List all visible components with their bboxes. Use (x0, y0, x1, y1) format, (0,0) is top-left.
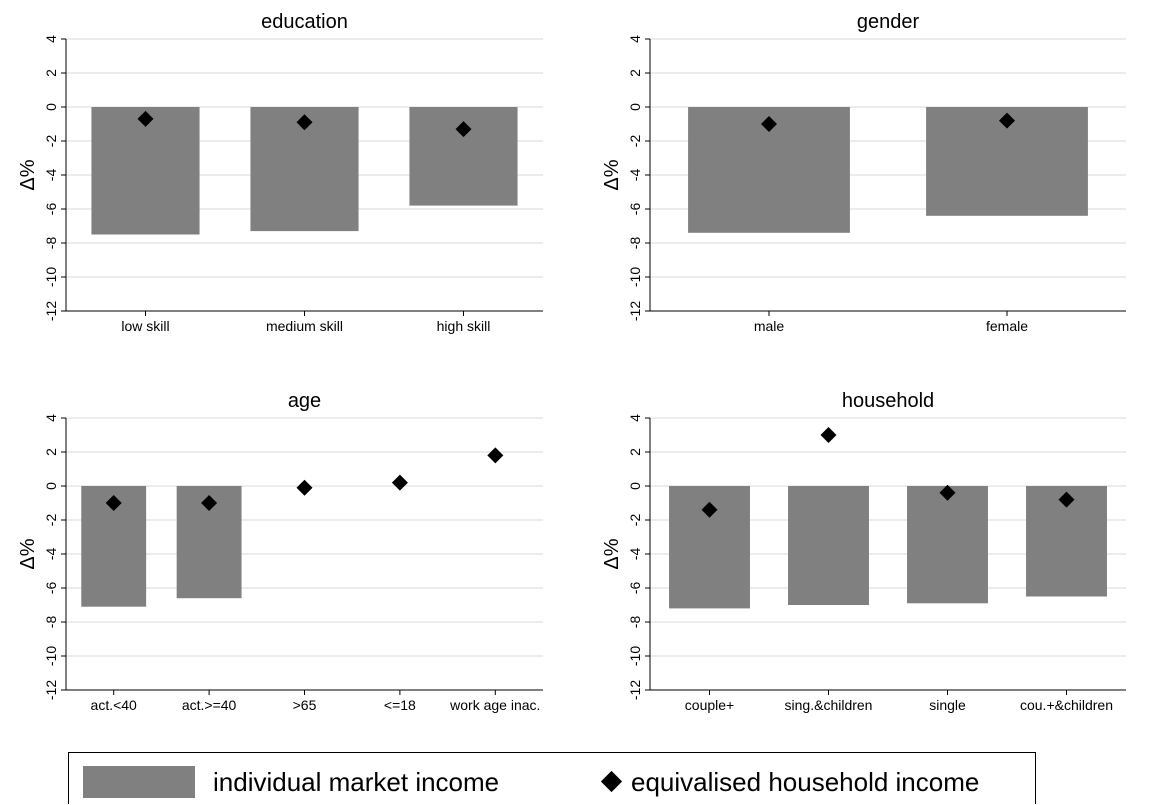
diamond-marker (761, 116, 777, 132)
diamond-marker (455, 121, 472, 138)
y-tick-label: -10 (627, 267, 643, 287)
y-tick-label: -6 (627, 203, 643, 216)
diamond-marker (296, 114, 313, 131)
y-tick-label: 2 (43, 69, 59, 77)
y-tick-label: -2 (627, 514, 643, 527)
y-tick-label: 4 (43, 414, 59, 422)
y-tick-label: -12 (627, 301, 643, 321)
diamond-marker (391, 474, 408, 491)
chart-title: age (288, 390, 321, 412)
y-tick-label: -6 (43, 203, 59, 216)
x-tick-label: act.<40 (91, 697, 138, 713)
x-tick-label: male (754, 318, 785, 334)
chart-panel-household: 4 2 0 -2 -4 -6 -8 -10 -12 Δ% couple+ sing.&children… (601, 390, 1126, 713)
diamond-marker (999, 112, 1015, 129)
y-tick-label: -8 (627, 616, 643, 629)
x-tick-label: couple+ (685, 697, 734, 713)
x-tick-label: cou.+&children (1020, 697, 1113, 713)
x-tick-label: act.>=40 (182, 697, 237, 713)
x-tick-label: female (986, 318, 1028, 334)
y-tick-label: 2 (627, 69, 643, 77)
diamond-marker (487, 447, 504, 464)
diamond-marker (201, 495, 218, 511)
bar (788, 486, 869, 605)
y-tick-label: -4 (627, 169, 643, 182)
y-tick-label: 2 (43, 448, 59, 456)
chart-panel-gender: 4 2 0 -2 -4 -6 -8 -10 -12 Δ% male female gender (601, 11, 1126, 334)
legend: individual market income equivalised hou… (68, 752, 1036, 804)
y-tick-label: -2 (627, 135, 643, 148)
y-tick-label: 0 (43, 103, 59, 111)
y-axis-title: Δ% (17, 538, 39, 569)
legend-swatch-diamond (600, 770, 623, 793)
chart-title: gender (857, 11, 920, 33)
chart-figure: 4 2 0 -2 -4 -6 -8 -10 -12 Δ% low skill medium skill… (17, 11, 1126, 713)
y-tick-label: -10 (43, 646, 59, 666)
y-axis-title: Δ% (601, 159, 623, 190)
x-tick-label: high skill (437, 318, 491, 334)
y-tick-label: -12 (43, 680, 59, 700)
diamond-marker (1058, 491, 1075, 508)
y-axis-title: Δ% (601, 538, 623, 569)
x-tick-label: low skill (121, 318, 169, 334)
y-tick-label: 2 (627, 448, 643, 456)
bar (91, 107, 200, 235)
chart-panel-age: 4 2 0 -2 -4 -6 -8 -10 -12 Δ% act.<40 act.>=40 >65 <=1… (17, 390, 543, 713)
y-tick-label: -2 (43, 135, 59, 148)
y-tick-label: -4 (43, 548, 59, 561)
y-tick-label: -8 (43, 616, 59, 629)
y-tick-label: -10 (43, 267, 59, 287)
x-tick-label: <=18 (384, 697, 416, 713)
y-tick-label: 4 (627, 35, 643, 43)
y-tick-label: -10 (627, 646, 643, 666)
y-tick-label: -12 (627, 680, 643, 700)
bar (907, 486, 988, 604)
y-tick-label: 4 (43, 35, 59, 43)
y-tick-label: -4 (43, 169, 59, 182)
chart-title: household (842, 390, 934, 412)
y-tick-label: -8 (627, 237, 643, 250)
y-tick-label: 0 (627, 482, 643, 490)
y-tick-label: -12 (43, 301, 59, 321)
diamond-marker (105, 495, 122, 511)
legend-swatch-bar (83, 766, 195, 798)
diamond-marker (137, 110, 154, 127)
x-tick-label: single (929, 697, 966, 713)
chart-title: education (261, 11, 348, 33)
y-tick-label: -2 (43, 514, 59, 527)
y-tick-label: -6 (627, 582, 643, 595)
x-tick-label: sing.&children (785, 697, 873, 713)
legend-label-individual-market-income: individual market income (213, 767, 500, 797)
x-tick-label: work age inac. (449, 697, 540, 713)
y-tick-label: -8 (43, 237, 59, 250)
y-tick-label: -6 (43, 582, 59, 595)
legend-label-equivalised-household-income: equivalised household income (631, 767, 980, 797)
x-tick-label: >65 (293, 697, 317, 713)
y-tick-label: 0 (43, 482, 59, 490)
diamond-marker (701, 501, 718, 518)
diamond-marker (820, 427, 837, 443)
diamond-marker (939, 484, 956, 501)
x-tick-label: medium skill (266, 318, 343, 334)
y-tick-label: -4 (627, 548, 643, 561)
diamond-marker (296, 479, 313, 496)
y-tick-label: 0 (627, 103, 643, 111)
y-axis-title: Δ% (17, 159, 39, 190)
y-tick-label: 4 (627, 414, 643, 422)
chart-panel-education: 4 2 0 -2 -4 -6 -8 -10 -12 Δ% low skill medium skill… (17, 11, 543, 334)
